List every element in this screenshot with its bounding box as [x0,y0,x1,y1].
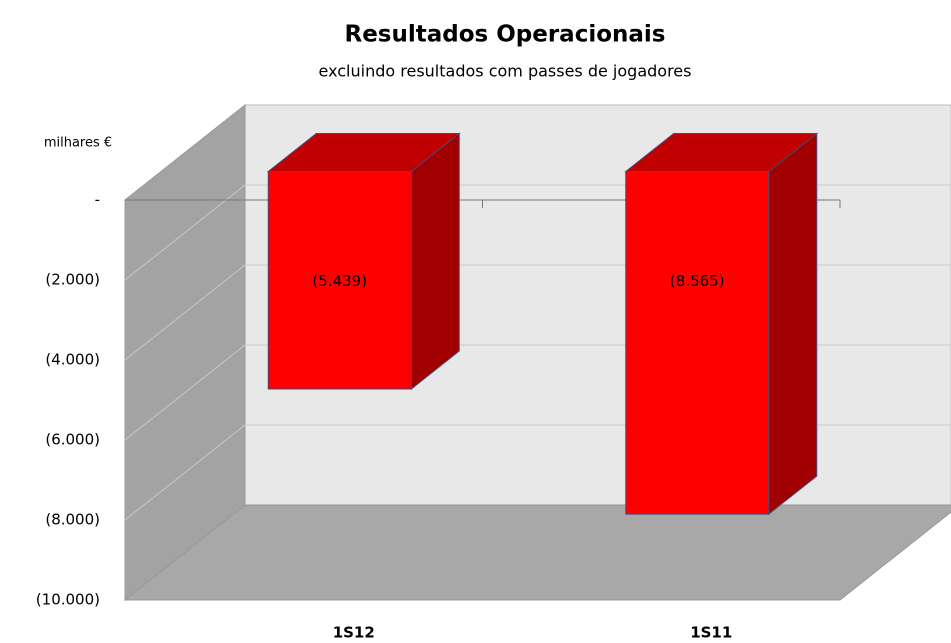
y-tick-label: (2.000) [45,271,100,289]
x-tick-label: 1S12 [333,624,375,642]
bar-side [410,132,460,391]
bar-side [768,132,818,516]
bar-front [625,171,770,515]
chart-title: Resultados Operacionais [344,22,665,48]
grid-line [124,184,246,281]
y-tick-label: - [95,191,100,209]
bar [266,132,461,391]
value-label: (8.565) [670,272,725,290]
y-tick-label: (10.000) [36,591,100,609]
value-label: (5.439) [312,272,367,290]
y-tick-label: (4.000) [45,351,100,369]
grid-line [124,344,246,441]
chart-subtitle: excluindo resultados com passes de jogad… [319,62,692,81]
bar-front [267,171,412,390]
bar [624,132,819,516]
y-tick-label: (8.000) [45,511,100,529]
y-tick-label: (6.000) [45,431,100,449]
grid-line [124,424,246,521]
floor [123,504,951,601]
y-axis-label: milhares € [44,136,112,151]
x-tick-label: 1S11 [690,624,732,642]
grid-line [124,264,246,361]
